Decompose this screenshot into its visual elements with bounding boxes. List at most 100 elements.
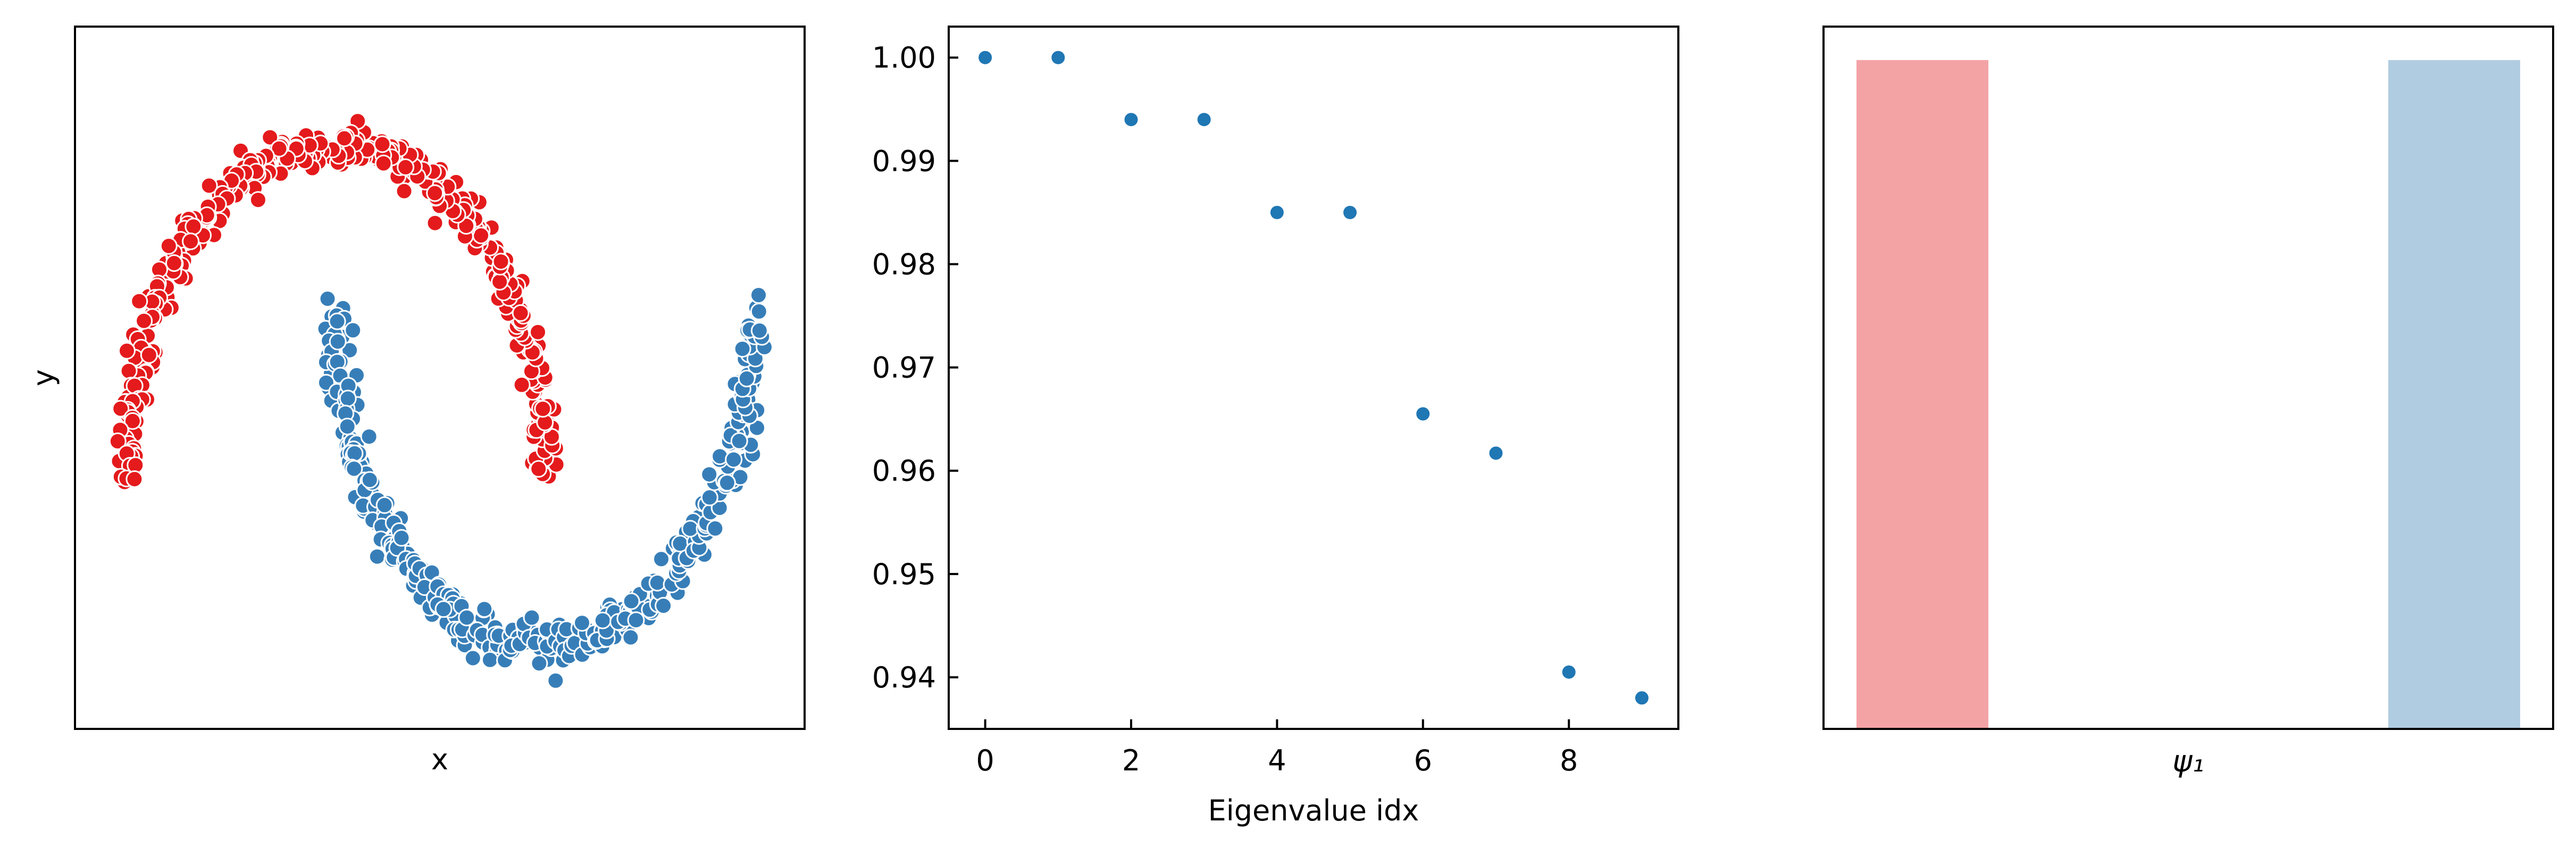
red-moon-point xyxy=(140,346,158,364)
y-tick-label: 0.95 xyxy=(872,558,936,591)
eigenvalue-point xyxy=(1633,690,1650,707)
blue-moon-point xyxy=(622,628,640,646)
red-moon-point xyxy=(512,304,530,322)
eigenvalue-y-ticks: 0.94 0.95 0.96 0.97 0.98 0.99 1.00 xyxy=(872,41,958,694)
blue-moon-point xyxy=(655,597,673,615)
blue-moon-point xyxy=(700,466,718,484)
red-moon-point xyxy=(120,362,138,380)
x-tick-label: 2 xyxy=(1122,744,1140,777)
eigenvalue-point xyxy=(1268,204,1285,221)
red-moon-point xyxy=(123,412,141,430)
red-moon-point xyxy=(530,460,548,478)
blue-moon-point xyxy=(360,428,378,446)
blue-moon-point xyxy=(328,312,346,330)
red-moon-point xyxy=(126,470,144,488)
red-moon-point xyxy=(472,227,490,244)
blue-moon-point xyxy=(622,592,640,610)
eigenvalue-axes-frame xyxy=(948,26,1679,730)
blue-moon-point xyxy=(573,614,591,632)
red-moon-point xyxy=(249,191,267,209)
blue-moon-point xyxy=(341,341,359,359)
red-moon-point xyxy=(426,214,444,232)
red-moon-point xyxy=(185,218,203,236)
red-moon-point xyxy=(529,323,547,341)
blue-moon-point xyxy=(750,321,768,339)
eigenvalue-points xyxy=(977,49,1650,707)
eigenvalue-point xyxy=(977,49,994,66)
blue-moon-point xyxy=(547,671,565,690)
blue-moon-point xyxy=(338,418,356,436)
y-tick-label: 1.00 xyxy=(872,41,936,74)
red-moon-point xyxy=(182,233,199,251)
eigenvalue-x-ticks: 0 2 4 6 8 xyxy=(976,719,1578,777)
blue-moon-point xyxy=(627,611,645,629)
blue-moon-point xyxy=(733,340,751,358)
blue-moon-point xyxy=(738,370,756,387)
psi-bar-left xyxy=(1856,60,1988,729)
red-moon-point xyxy=(200,177,218,195)
red-moon-point xyxy=(395,182,413,200)
red-moon-point xyxy=(397,158,415,176)
red-moon-point xyxy=(374,154,392,172)
x-tick-label: 4 xyxy=(1268,744,1286,777)
eigenvalue-point xyxy=(1560,663,1577,680)
blue-moon-point xyxy=(750,286,767,304)
red-moon-point xyxy=(491,273,509,291)
x-tick-label: 0 xyxy=(976,744,994,777)
x-tick-label: 6 xyxy=(1414,744,1432,777)
red-moon-point xyxy=(513,376,531,394)
psi-bars xyxy=(1856,60,2520,729)
blue-moon-point xyxy=(730,432,748,450)
y-tick-label: 0.98 xyxy=(872,247,936,281)
moons-y-axis-label: y xyxy=(27,369,60,386)
blue-moon-point xyxy=(750,302,768,320)
x-tick-label: 8 xyxy=(1560,744,1578,777)
y-tick-label: 0.96 xyxy=(872,454,936,488)
eigenvalue-point xyxy=(1415,405,1432,422)
blue-moon-point xyxy=(361,471,379,489)
blue-moon-point xyxy=(481,651,499,669)
blue-moon-point xyxy=(523,609,541,627)
blue-moon-point xyxy=(368,547,386,566)
blue-moon-point xyxy=(718,474,736,492)
red-moon-point xyxy=(165,254,183,272)
blue-moon-point xyxy=(375,496,394,514)
red-moon-point xyxy=(135,312,153,330)
red-moon-point xyxy=(534,400,552,418)
red-moon-point xyxy=(160,237,178,255)
psi-bar-panel: ψ₁ xyxy=(1822,26,2554,779)
blue-moon-point xyxy=(706,519,724,537)
eigenvalue-point xyxy=(1195,111,1212,128)
blue-moon-point xyxy=(392,529,411,547)
blue-moon-point xyxy=(464,649,482,667)
red-moon-point xyxy=(492,253,510,271)
red-moon-point xyxy=(108,432,127,450)
red-moon-point xyxy=(130,292,148,310)
moons-axes-frame xyxy=(74,26,806,730)
blue-moon-point xyxy=(345,460,363,478)
blue-moon-point xyxy=(593,611,612,629)
blue-moon-point xyxy=(339,389,357,408)
eigenvalue-point xyxy=(1050,49,1067,66)
eigenvalue-x-axis-label: Eigenvalue idx xyxy=(1208,794,1419,827)
y-tick-label: 0.94 xyxy=(872,661,936,694)
blue-moon-point xyxy=(725,451,743,469)
red-moon-point xyxy=(270,139,288,157)
blue-moon-point xyxy=(530,654,548,673)
blue-moon-point xyxy=(700,488,718,507)
blue-moon-point xyxy=(319,290,337,308)
eigenvalue-point xyxy=(1342,204,1359,221)
eigenvalue-scatter-panel: 0 2 4 6 8 0.94 0.95 0.96 0.97 0.98 0.99 1.00 Eigen… xyxy=(872,26,1679,827)
red-moon-point xyxy=(336,129,353,147)
red-moon-point xyxy=(118,342,136,360)
blue-moon-point xyxy=(681,520,699,538)
moons-points xyxy=(108,112,773,690)
y-tick-label: 0.99 xyxy=(872,144,936,178)
red-moon-point xyxy=(261,128,279,146)
moons-scatter-panel: x y xyxy=(27,26,806,776)
psi-x-axis-label: ψ₁ xyxy=(2172,744,2204,779)
blue-moon-point xyxy=(434,600,453,618)
blue-moon-point xyxy=(653,550,670,568)
blue-moon-point xyxy=(329,333,347,351)
